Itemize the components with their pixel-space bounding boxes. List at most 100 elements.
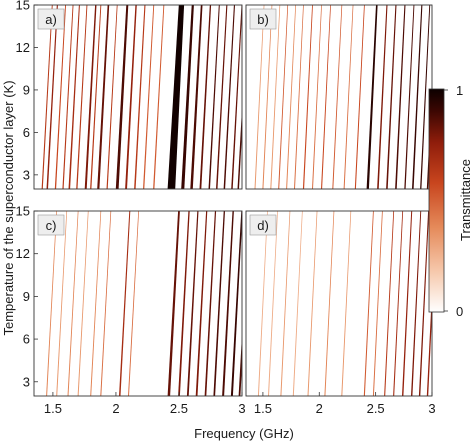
panel-b-band-3 xyxy=(278,5,289,189)
panel-a-band-18 xyxy=(199,5,212,189)
panel-c-band-10 xyxy=(186,211,199,396)
panel-a-band-11 xyxy=(125,5,137,189)
panel-c-xtick-label: 2 xyxy=(112,401,119,416)
panel-b-band-18 xyxy=(420,5,431,189)
panel-d-band-14 xyxy=(426,291,432,396)
panel-b-band-1 xyxy=(262,5,273,189)
panel-a-band-6 xyxy=(84,5,97,189)
panel-a-label-box xyxy=(37,8,65,30)
panel-b-band-11 xyxy=(354,5,365,189)
panel-a-band-14 xyxy=(153,5,165,189)
panel-c-band-5 xyxy=(100,211,112,396)
colorbar-tick-label-max: 1 xyxy=(456,83,463,98)
panel-d-band-11 xyxy=(402,211,413,396)
panel-b-label-box xyxy=(249,8,277,30)
colorbar-label: Transmittance xyxy=(458,159,473,241)
panel-a-band-16 xyxy=(181,5,194,189)
panel-a-ytick-label: 6 xyxy=(23,125,30,140)
panel-b-band-9 xyxy=(332,5,343,189)
panel-c-band-11 xyxy=(195,211,208,396)
panel-a-band-23 xyxy=(237,108,242,189)
panel-c-band-12 xyxy=(204,211,217,396)
panel-c-band-6 xyxy=(119,211,131,396)
panel-b-band-6 xyxy=(302,5,313,189)
panel-c-band-3 xyxy=(77,211,89,396)
panel-d-band-3 xyxy=(292,211,303,396)
panel-a-ytick-label: 9 xyxy=(23,82,30,97)
panel-a-band-21 xyxy=(223,5,235,189)
y-axis-label: Temperature of the superconductor layer … xyxy=(1,80,16,335)
panel-a-band-5 xyxy=(76,5,88,189)
panel-d-band-2 xyxy=(280,211,291,396)
colorbar-tick-label-min: 0 xyxy=(456,304,463,319)
panel-d-label-box xyxy=(249,214,277,236)
panel-a-band-0 xyxy=(41,5,53,189)
panel-c-band-14 xyxy=(222,211,234,396)
panel-a: a) 3 6 9 12 15 xyxy=(16,0,243,190)
panel-d: d) 1.5 2 2.5 3 xyxy=(245,210,436,416)
panel-c-ytick-label: 15 xyxy=(16,204,30,219)
panel-d-xtick-label: 1.5 xyxy=(254,401,272,416)
panel-a-frame xyxy=(33,4,243,190)
panel-b-band-10 xyxy=(343,5,354,189)
panel-b-band-2 xyxy=(270,5,281,189)
colorbar: 1 0 Transmittance xyxy=(428,83,473,319)
panel-c: c) 3 6 9 12 15 1.5 2 2.5 3 xyxy=(16,204,246,417)
panel-d-band-1 xyxy=(268,211,278,396)
panel-b-band-4 xyxy=(286,5,296,189)
panel-b-band-13 xyxy=(377,5,388,189)
panel-d-band-8 xyxy=(372,211,383,396)
panel-d-xtick-label: 2 xyxy=(316,401,323,416)
panel-a-band-10 xyxy=(115,5,129,189)
panel-d-xtick-label: 3 xyxy=(428,401,435,416)
panel-c-band-4 xyxy=(90,211,102,396)
panel-b-band-7 xyxy=(312,5,322,189)
panel-d-xtick-label: 2.5 xyxy=(367,401,385,416)
panel-a-band-15 xyxy=(167,5,185,189)
panel-a-band-20 xyxy=(216,5,228,189)
panel-d-band-4 xyxy=(307,211,318,396)
panel-a-band-19 xyxy=(208,5,220,189)
panel-c-band-13 xyxy=(213,211,225,396)
panel-c-ytick-label: 9 xyxy=(23,289,30,304)
panel-c-ytick-label: 6 xyxy=(23,332,30,347)
panel-a-band-22 xyxy=(231,5,242,189)
panel-c-ytick-label: 3 xyxy=(23,374,30,389)
panel-d-band-7 xyxy=(363,211,374,396)
panel-a-band-2 xyxy=(54,5,66,189)
panel-d-label: d) xyxy=(257,218,269,233)
panel-c-band-2 xyxy=(67,211,79,396)
panel-c-band-9 xyxy=(178,211,190,396)
panel-a-ytick-label: 15 xyxy=(16,0,30,13)
x-axis-label: Frequency (GHz) xyxy=(194,426,294,441)
panel-d-band-10 xyxy=(393,211,404,396)
panel-c-band-0 xyxy=(46,211,57,396)
panel-c-band-8 xyxy=(167,211,180,396)
panel-c-xtick-label: 2.5 xyxy=(170,401,188,416)
panel-d-band-6 xyxy=(341,211,352,396)
panel-d-band-0 xyxy=(257,211,268,396)
panel-a-band-8 xyxy=(97,5,110,189)
panel-b-band-0 xyxy=(254,5,265,189)
panel-d-band-13 xyxy=(418,211,430,396)
panel-a-ytick-label: 3 xyxy=(23,167,30,182)
panel-d-band-9 xyxy=(384,211,395,396)
panel-b-band-14 xyxy=(386,5,397,189)
panel-a-band-12 xyxy=(134,5,146,189)
panel-a-band-3 xyxy=(62,5,74,189)
panel-c-band-16 xyxy=(238,334,242,396)
panel-b-band-8 xyxy=(321,5,331,189)
panel-b-band-5 xyxy=(294,5,304,189)
panel-d-band-12 xyxy=(411,211,422,396)
panel-a-band-7 xyxy=(90,5,102,189)
panel-c-band-1 xyxy=(56,211,68,396)
panel-b-band-16 xyxy=(404,5,415,189)
panel-c-label-box xyxy=(37,214,65,236)
panel-a-band-9 xyxy=(106,5,118,189)
panel-b-band-12 xyxy=(366,5,378,189)
panel-b-label: b) xyxy=(257,12,269,27)
panel-a-band-1 xyxy=(46,5,58,189)
panel-a-band-17 xyxy=(190,5,203,189)
panel-c-xtick-label: 3 xyxy=(238,401,245,416)
